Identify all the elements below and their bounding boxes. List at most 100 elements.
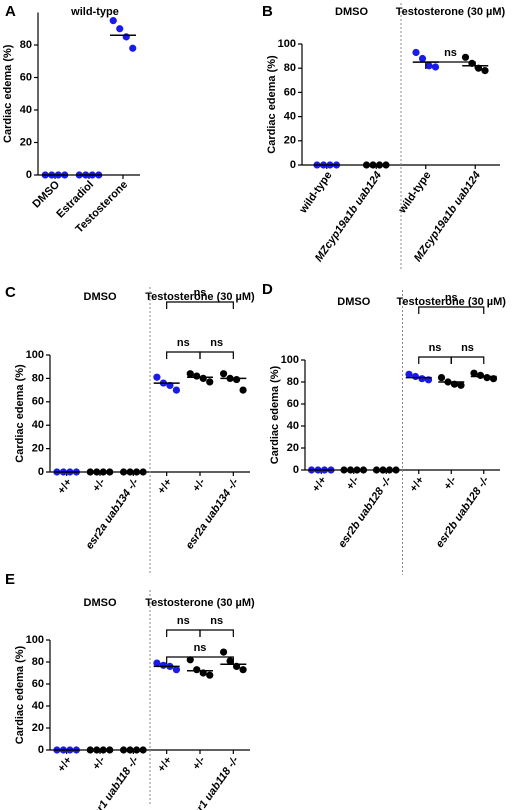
significance-bracket	[425, 61, 476, 69]
y-tick-label: 80	[32, 656, 44, 668]
x-tick-label: +/-	[90, 754, 108, 772]
x-tick-label: +/+	[156, 755, 175, 775]
significance-label: ns	[194, 642, 207, 654]
data-point	[219, 370, 228, 378]
y-tick-label: 80	[287, 376, 299, 388]
y-axis-label: Cardiac edema (%)	[14, 364, 26, 463]
x-tick-label: +/-	[190, 476, 208, 494]
y-tick-label: 0	[38, 744, 44, 756]
panel-letter: D	[262, 281, 273, 298]
y-tick-label: 60	[20, 71, 32, 83]
significance-label: ns	[429, 342, 442, 354]
y-tick-label: 20	[20, 136, 32, 148]
significance-label: ns	[194, 287, 207, 299]
y-axis-label: Cardiac edema (%)	[269, 365, 281, 464]
data-point	[232, 375, 241, 384]
data-point	[431, 63, 440, 71]
significance-bracket	[199, 629, 234, 637]
significance-label: ns	[177, 337, 190, 349]
y-tick-label: 80	[284, 62, 296, 74]
y-tick-label: 60	[32, 678, 44, 690]
x-tick-label: +/+	[156, 477, 175, 497]
significance-bracket	[166, 656, 234, 664]
significance-label: ns	[210, 337, 223, 349]
data-point	[116, 25, 124, 33]
significance-bracket	[199, 351, 234, 359]
chart-title: wild-type	[70, 6, 119, 18]
data-point	[129, 44, 137, 52]
significance-label: ns	[444, 47, 457, 59]
data-point	[418, 54, 427, 63]
y-tick-label: 80	[20, 39, 32, 51]
data-point	[411, 372, 420, 381]
data-point	[481, 67, 489, 75]
data-point	[239, 386, 247, 394]
data-point	[418, 375, 426, 383]
data-point	[153, 659, 161, 667]
data-point	[199, 374, 207, 382]
x-tick-label: +/+	[56, 477, 75, 497]
significance-bracket	[166, 301, 234, 309]
y-tick-label: 100	[281, 354, 299, 366]
y-tick-label: 100	[26, 349, 44, 361]
y-tick-label: 100	[26, 634, 44, 646]
y-tick-label: 40	[284, 111, 296, 123]
y-tick-label: 20	[32, 443, 44, 455]
data-point	[483, 374, 491, 382]
data-point	[437, 374, 446, 382]
y-tick-label: 100	[278, 38, 296, 50]
data-point	[193, 666, 201, 674]
panel-letter: C	[5, 284, 16, 301]
significance-bracket	[166, 351, 201, 359]
significance-label: ns	[210, 615, 223, 627]
y-tick-label: 20	[32, 722, 44, 734]
x-tick-label: wild-type	[396, 170, 434, 217]
significance-bracket	[418, 306, 485, 314]
group-label: Testosterone (30 µM)	[397, 296, 507, 308]
data-point	[425, 62, 433, 70]
data-point	[461, 53, 470, 61]
significance-label: ns	[461, 342, 474, 354]
y-tick-label: 60	[287, 398, 299, 410]
significance-bracket	[166, 629, 201, 637]
data-point	[239, 666, 247, 674]
data-point	[206, 378, 214, 386]
y-tick-label: 20	[287, 442, 299, 454]
data-point	[122, 33, 130, 41]
significance-bracket	[450, 356, 485, 364]
data-point	[193, 372, 201, 380]
x-tick-label: +/+	[408, 475, 427, 495]
x-tick-label: wild-type	[297, 170, 335, 217]
y-tick-label: 0	[293, 464, 299, 476]
y-tick-label: 40	[32, 419, 44, 431]
y-tick-label: 80	[32, 372, 44, 384]
data-point	[226, 657, 234, 665]
data-point	[405, 370, 413, 378]
data-point	[172, 666, 181, 674]
group-label: Testosterone (30 µM)	[145, 291, 255, 303]
y-tick-label: 0	[26, 169, 32, 181]
x-tick-label: DMSO	[30, 178, 62, 210]
y-tick-label: 60	[284, 86, 296, 98]
y-tick-label: 60	[32, 396, 44, 408]
group-label: DMSO	[84, 597, 117, 609]
group-label: DMSO	[335, 6, 368, 18]
significance-label: ns	[445, 292, 458, 304]
data-point	[186, 370, 194, 378]
data-point	[172, 386, 181, 394]
panel-letter: A	[5, 3, 16, 20]
y-tick-label: 40	[20, 104, 32, 116]
data-point	[153, 373, 161, 381]
y-axis-label: Cardiac edema (%)	[2, 44, 14, 143]
data-point	[159, 661, 168, 669]
x-tick-label: +/-	[442, 474, 460, 492]
y-tick-label: 0	[38, 466, 44, 478]
y-tick-label: 20	[284, 135, 296, 147]
data-point	[476, 371, 485, 379]
x-tick-label: +/+	[310, 475, 329, 495]
data-point	[412, 48, 420, 57]
significance-bracket	[418, 356, 452, 364]
y-tick-label: 40	[32, 700, 44, 712]
y-axis-label: Cardiac edema (%)	[266, 55, 278, 154]
